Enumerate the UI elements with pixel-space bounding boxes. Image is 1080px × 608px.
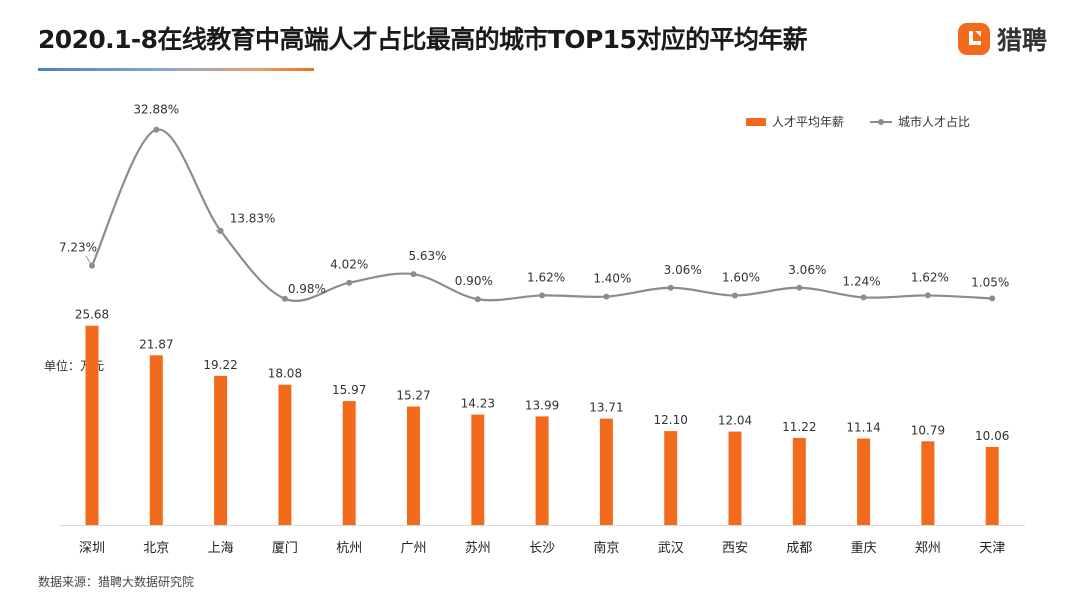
legend-item-bar: 人才平均年薪 <box>746 113 844 130</box>
brand: 猎聘 <box>958 22 1047 56</box>
line-value-label: 1.05% <box>971 275 1009 289</box>
x-tick-label: 上海 <box>208 541 234 556</box>
x-tick-label: 苏州 <box>465 540 491 556</box>
x-tick-label: 南京 <box>593 540 619 556</box>
line-point-14 <box>924 292 931 299</box>
bar-value-label: 10.06 <box>975 429 1009 443</box>
line-value-label: 3.06% <box>664 263 702 277</box>
bar-value-label: 11.14 <box>846 421 880 435</box>
liepin-logo-icon <box>958 23 990 55</box>
line-point-2 <box>153 126 160 133</box>
bar-10 <box>664 431 678 525</box>
line-point-15 <box>989 295 996 302</box>
line-value-label: 1.40% <box>593 272 631 286</box>
line-value-label: 1.24% <box>843 274 881 288</box>
x-tick-label: 郑州 <box>915 541 941 556</box>
x-tick-label: 成都 <box>786 541 812 556</box>
chart-legend: 人才平均年薪 城市人才占比 <box>746 113 996 130</box>
bar-4 <box>278 384 292 525</box>
line-point-8 <box>539 292 546 299</box>
bar-1 <box>85 325 99 525</box>
legend-bar-swatch <box>746 117 766 126</box>
x-tick-label: 西安 <box>722 541 748 556</box>
line-point-7 <box>474 296 481 303</box>
line-value-label: 1.62% <box>527 270 565 284</box>
bar-value-label: 15.97 <box>332 383 366 397</box>
bar-8 <box>535 416 549 525</box>
bar-value-label: 25.68 <box>75 308 109 322</box>
leader-line <box>85 255 93 267</box>
bar-13 <box>857 438 871 525</box>
x-tick-label: 天津 <box>979 541 1005 556</box>
line-point-9 <box>603 293 610 300</box>
bar-3 <box>214 375 228 525</box>
bar-15 <box>985 446 999 525</box>
line-point-11 <box>732 292 738 299</box>
x-tick-label: 长沙 <box>529 541 555 556</box>
x-tick-label: 北京 <box>143 541 169 556</box>
line-point-12 <box>796 284 803 291</box>
x-tick-label: 广州 <box>400 541 426 556</box>
line-value-label: 32.88% <box>133 103 179 117</box>
bar-value-label: 12.04 <box>718 414 752 428</box>
bar-value-label: 11.22 <box>782 420 816 434</box>
line-value-label: 3.06% <box>788 263 826 277</box>
leader-line <box>215 229 221 235</box>
bar-2 <box>149 355 163 525</box>
line-point-3 <box>217 227 224 234</box>
legend-line-swatch <box>870 118 893 125</box>
bar-value-label: 10.79 <box>911 423 945 437</box>
line-point-13 <box>860 294 867 301</box>
line-value-label: 7.23% <box>59 241 97 255</box>
line-point-10 <box>667 284 674 291</box>
bar-9 <box>599 418 613 525</box>
x-tick-label: 厦门 <box>272 541 298 556</box>
bar-value-label: 12.10 <box>654 413 688 427</box>
bar-5 <box>342 401 356 525</box>
line-value-label: 5.63% <box>408 249 446 263</box>
bar-value-label: 13.71 <box>589 401 623 415</box>
x-tick-label: 武汉 <box>658 541 684 556</box>
line-value-label: 1.62% <box>911 270 949 284</box>
title-underline <box>38 68 314 71</box>
bar-value-label: 21.87 <box>139 337 173 351</box>
bar-12 <box>792 437 806 525</box>
line-value-label: 0.90% <box>455 274 493 288</box>
legend-label-bar: 人才平均年薪 <box>772 115 845 129</box>
bar-14 <box>921 441 935 525</box>
source-note: 数据来源：猎聘大数据研究院 <box>38 575 195 589</box>
legend-label-line: 城市人才占比 <box>898 115 971 129</box>
x-tick-label: 深圳 <box>79 541 105 556</box>
bar-value-label: 14.23 <box>461 397 495 411</box>
line-value-label: 4.02% <box>330 258 368 272</box>
line-value-label: 1.60% <box>722 271 760 285</box>
bar-11 <box>728 431 742 525</box>
bar-value-label: 15.27 <box>396 389 430 403</box>
x-tick-label: 重庆 <box>851 540 877 556</box>
line-value-label: 0.98% <box>288 282 326 296</box>
line-point-6 <box>410 271 417 278</box>
bar-value-label: 19.22 <box>203 358 237 372</box>
brand-name: 猎聘 <box>997 26 1048 55</box>
bar-value-label: 18.08 <box>268 367 302 381</box>
bar-value-label: 13.99 <box>525 398 559 412</box>
chart-title: 2020.1-8在线教育中高端人才占比最高的城市TOP15对应的平均年薪 <box>38 25 808 54</box>
legend-item-line: 城市人才占比 <box>870 113 970 130</box>
x-tick-label: 杭州 <box>336 541 362 556</box>
bar-7 <box>471 414 485 525</box>
line-value-label: 13.83% <box>230 212 276 226</box>
bar-6 <box>407 406 420 525</box>
line-point-5 <box>346 279 353 286</box>
line-series-path <box>91 128 993 302</box>
line-point-4 <box>281 295 288 302</box>
